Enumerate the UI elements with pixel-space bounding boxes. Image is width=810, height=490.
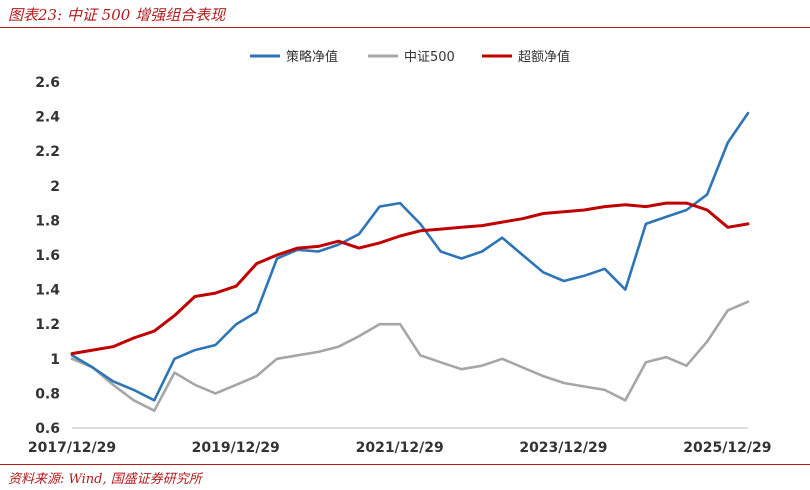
y-tick-label: 2.2 — [35, 144, 60, 160]
x-tick-label: 2021/12/29 — [356, 440, 444, 456]
x-tick-label: 2025/12/29 — [683, 440, 771, 456]
series-lines — [70, 111, 750, 413]
y-tick-label: 2.6 — [35, 75, 60, 91]
series-line-1 — [70, 111, 750, 402]
y-tick-label: 0.8 — [35, 386, 60, 402]
source-divider — [0, 464, 810, 465]
y-axis: 0.6 0.8 1 1.2 1.4 1.6 1.8 2 2.2 2.4 2.6 — [35, 75, 60, 437]
figure-title: 图表23: 中证 500 增强组合表现 — [8, 6, 226, 24]
series-line-3 — [70, 201, 750, 356]
legend-label: 策略净值 — [286, 49, 338, 65]
x-tick-label: 2023/12/29 — [519, 440, 607, 456]
source-note: 资料来源: Wind, 国盛证券研究所 — [8, 472, 202, 487]
y-tick-label: 0.6 — [35, 421, 60, 437]
title-divider — [0, 27, 810, 28]
y-tick-label: 1.6 — [35, 248, 60, 264]
x-tick-label: 2019/12/29 — [192, 440, 280, 456]
x-tick-label: 2017/12/29 — [28, 440, 116, 456]
y-tick-label: 2 — [50, 179, 60, 195]
legend-label: 中证500 — [404, 50, 455, 65]
legend: 策略净值 中证500 超额净值 — [250, 49, 570, 65]
y-tick-label: 1.4 — [35, 283, 60, 299]
legend-label: 超额净值 — [518, 49, 570, 65]
y-tick-label: 1.8 — [35, 213, 60, 229]
series-line-2 — [70, 300, 750, 413]
x-axis: 2017/12/29 2019/12/29 2021/12/29 2023/12/29… — [28, 440, 772, 456]
y-tick-label: 1.2 — [35, 317, 60, 333]
y-tick-label: 1 — [50, 352, 60, 368]
y-tick-label: 2.4 — [35, 110, 60, 126]
